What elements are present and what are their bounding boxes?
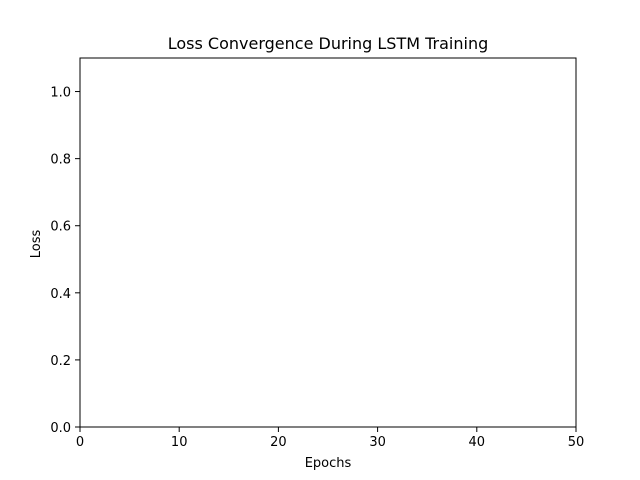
x-tick-label: 10 — [171, 435, 188, 450]
x-axis-label: Epochs — [305, 456, 352, 471]
y-tick-label: 0.0 — [50, 421, 71, 436]
x-tick-label: 30 — [369, 435, 386, 450]
x-axis-ticks: 0 10 20 30 40 50 — [76, 427, 584, 450]
y-tick-label: 0.2 — [50, 354, 71, 369]
x-tick-label: 0 — [76, 435, 84, 450]
y-tick-label: 0.4 — [50, 287, 71, 302]
y-axis-ticks: 0.0 0.2 0.4 0.6 0.8 1.0 — [50, 86, 80, 436]
plot-area — [79, 57, 577, 428]
y-tick-label: 0.8 — [50, 153, 71, 168]
x-tick-label: 50 — [568, 435, 585, 450]
y-tick-label: 1.0 — [50, 86, 71, 101]
x-tick-label: 40 — [469, 435, 486, 450]
x-tick-label: 20 — [270, 435, 287, 450]
y-tick-label: 0.6 — [50, 220, 71, 235]
chart-title: Loss Convergence During LSTM Training — [168, 34, 489, 53]
y-axis-label: Loss — [29, 230, 44, 259]
